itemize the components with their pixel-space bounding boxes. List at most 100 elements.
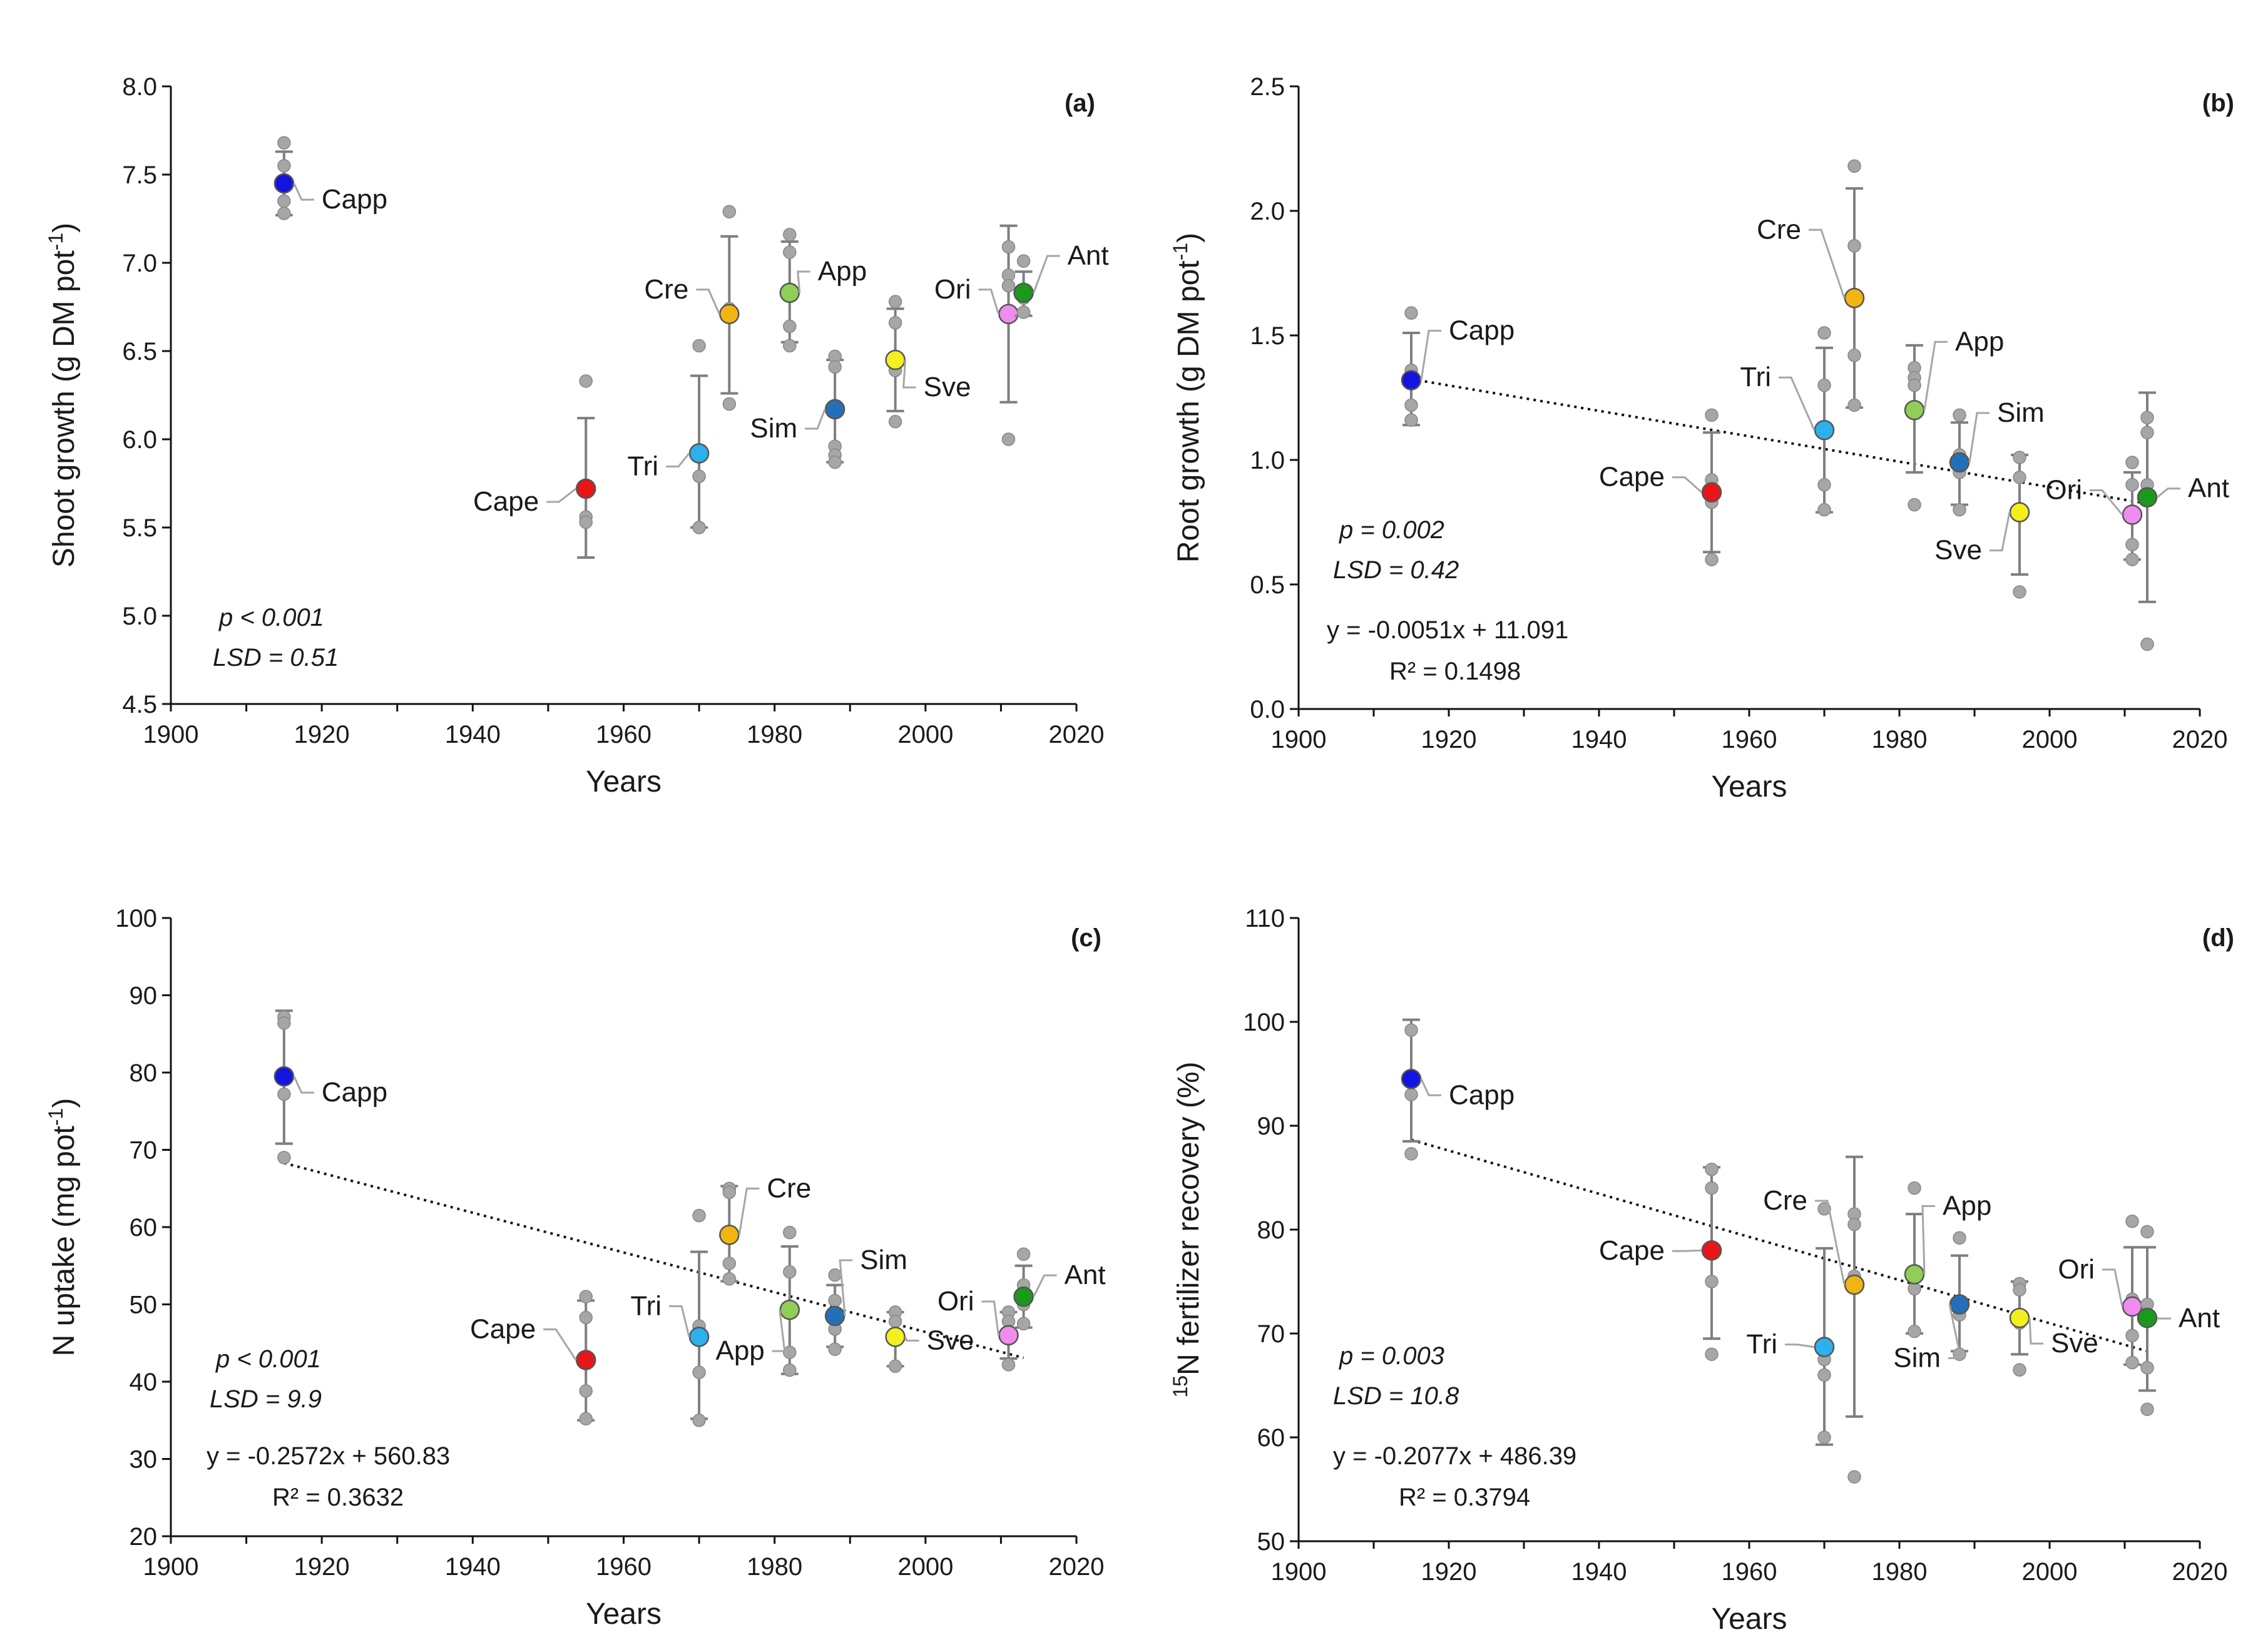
y-tick-label: 8.0 (122, 73, 157, 101)
y-axis-title-main: N fertilizer recovery (%) (1172, 1062, 1205, 1375)
data-point-ori: Ori (2058, 1214, 2143, 1370)
cultivar-label: Sim (750, 413, 797, 444)
y-axis-title-sup: 15 (1169, 1375, 1192, 1398)
cultivar-label: Capp (322, 184, 387, 215)
replicate-dot (1705, 1162, 1719, 1176)
lsd-text: LSD = 9.9 (210, 1385, 322, 1413)
data-point-ant: Ant (2137, 391, 2229, 651)
replicate-dot (277, 1087, 291, 1101)
replicate-dot (2140, 1361, 2154, 1375)
replicate-dot (579, 1384, 593, 1398)
mean-marker (719, 1225, 740, 1245)
x-tick-label: 1940 (445, 721, 501, 748)
data-point-sve: Sve (885, 295, 971, 429)
replicate-dot (277, 206, 291, 220)
y-tick-label: 60 (1257, 1424, 1285, 1452)
replicate-dot (1016, 305, 1031, 319)
data-point-cre: Cre (644, 205, 740, 411)
replicate-dot (2013, 451, 2026, 464)
label-leader (293, 183, 314, 201)
y-tick-label: 6.5 (122, 338, 157, 365)
x-tick-label: 2020 (2172, 1558, 2228, 1586)
cultivar-label: App (715, 1335, 764, 1366)
y-tick-label: 80 (1257, 1216, 1285, 1244)
mean-marker (1013, 1286, 1034, 1307)
cultivar-label: Tri (630, 1290, 662, 1321)
y-tick-label: 5.0 (122, 603, 157, 630)
y-tick-label: 5.5 (122, 514, 157, 542)
x-axis-title: Years (586, 765, 662, 798)
label-leader (839, 1259, 853, 1317)
x-tick-label: 1960 (596, 1553, 651, 1581)
replicate-dot (1847, 398, 1861, 412)
label-leader (696, 288, 720, 315)
replicate-dot (828, 1293, 842, 1308)
data-point-ori: Ori (937, 1286, 1019, 1372)
trendline (1411, 377, 2148, 505)
y-tick-label: 20 (130, 1523, 158, 1551)
data-point-cape: Cape (470, 1290, 596, 1426)
y-tick-label: 50 (1257, 1528, 1285, 1556)
cultivar-label: Cre (644, 274, 688, 305)
replicate-dot (828, 360, 842, 374)
label-leader (1968, 412, 1990, 463)
mean-marker (1949, 1294, 1970, 1315)
trendline (284, 1161, 1024, 1359)
p-value-text: p = 0.003 (1339, 1342, 1444, 1370)
cultivar-label: Sve (1934, 535, 1982, 566)
replicate-dot (2125, 1328, 2139, 1343)
replicate-dot (1016, 1247, 1031, 1261)
x-tick-label: 1900 (143, 721, 199, 748)
data-point-app: App (779, 228, 867, 353)
y-tick-label: 2.0 (1250, 198, 1285, 225)
x-axis-title: Years (1712, 1603, 1787, 1636)
label-leader (669, 1305, 690, 1337)
mean-marker (273, 173, 295, 194)
replicate-dot (1001, 1358, 1016, 1372)
replicate-dot (1817, 1368, 1831, 1382)
data-point-sve: Sve (2009, 1277, 2098, 1377)
replicate-dot (579, 1412, 593, 1426)
replicate-dot (2125, 538, 2139, 552)
label-leader (1672, 476, 1702, 493)
cultivar-label: Ant (1068, 240, 1109, 271)
cultivar-label: Sve (924, 372, 971, 402)
replicate-dot (277, 159, 291, 173)
chart-panel: 0.0 0.5 1.0 1.5 2.0 2.5 1900 1920 1940 1960 1980 20… (1169, 73, 2234, 803)
replicate-dot (888, 295, 902, 308)
data-point-capp: Capp (1401, 306, 1515, 427)
y-tick-label: 50 (130, 1292, 158, 1319)
replicate-dot (2125, 478, 2139, 492)
y-tick-label: 4.5 (122, 691, 157, 718)
mean-marker (1814, 1337, 1835, 1357)
label-leader (797, 270, 810, 293)
y-axis-title-end: ) (48, 1098, 81, 1108)
data-point-capp: Capp (1401, 1018, 1515, 1161)
mean-marker (1401, 1069, 1422, 1089)
cultivar-label: Tri (1746, 1329, 1777, 1360)
x-tick-label: 1900 (143, 1553, 199, 1581)
replicate-dot (692, 521, 706, 534)
data-point-app: App (1904, 326, 2004, 512)
replicate-dot (1404, 413, 1418, 427)
x-tick-label: 1960 (596, 721, 651, 748)
trend-equation: y = -0.2077x + 486.39 (1333, 1442, 1576, 1470)
x-tick-label: 1920 (1421, 1558, 1477, 1586)
label-leader (1672, 1249, 1702, 1252)
replicate-dot (722, 1257, 737, 1270)
mean-marker (1701, 1240, 1722, 1261)
label-leader (543, 1328, 577, 1361)
replicate-dot (1908, 497, 1921, 512)
label-leader (1990, 512, 2011, 552)
replicate-dot (722, 1185, 737, 1200)
replicate-dot (1908, 1324, 1921, 1338)
data-point-capp: Capp (273, 136, 387, 220)
y-axis-title-sup: -1 (44, 233, 67, 250)
replicate-dot (722, 397, 737, 411)
trend-r2: R² = 0.3632 (272, 1484, 404, 1511)
x-tick-label: 1960 (1722, 1558, 1777, 1586)
x-tick-label: 1940 (1571, 1558, 1627, 1586)
x-tick-label: 1920 (1421, 726, 1477, 753)
label-leader (2102, 1268, 2123, 1307)
